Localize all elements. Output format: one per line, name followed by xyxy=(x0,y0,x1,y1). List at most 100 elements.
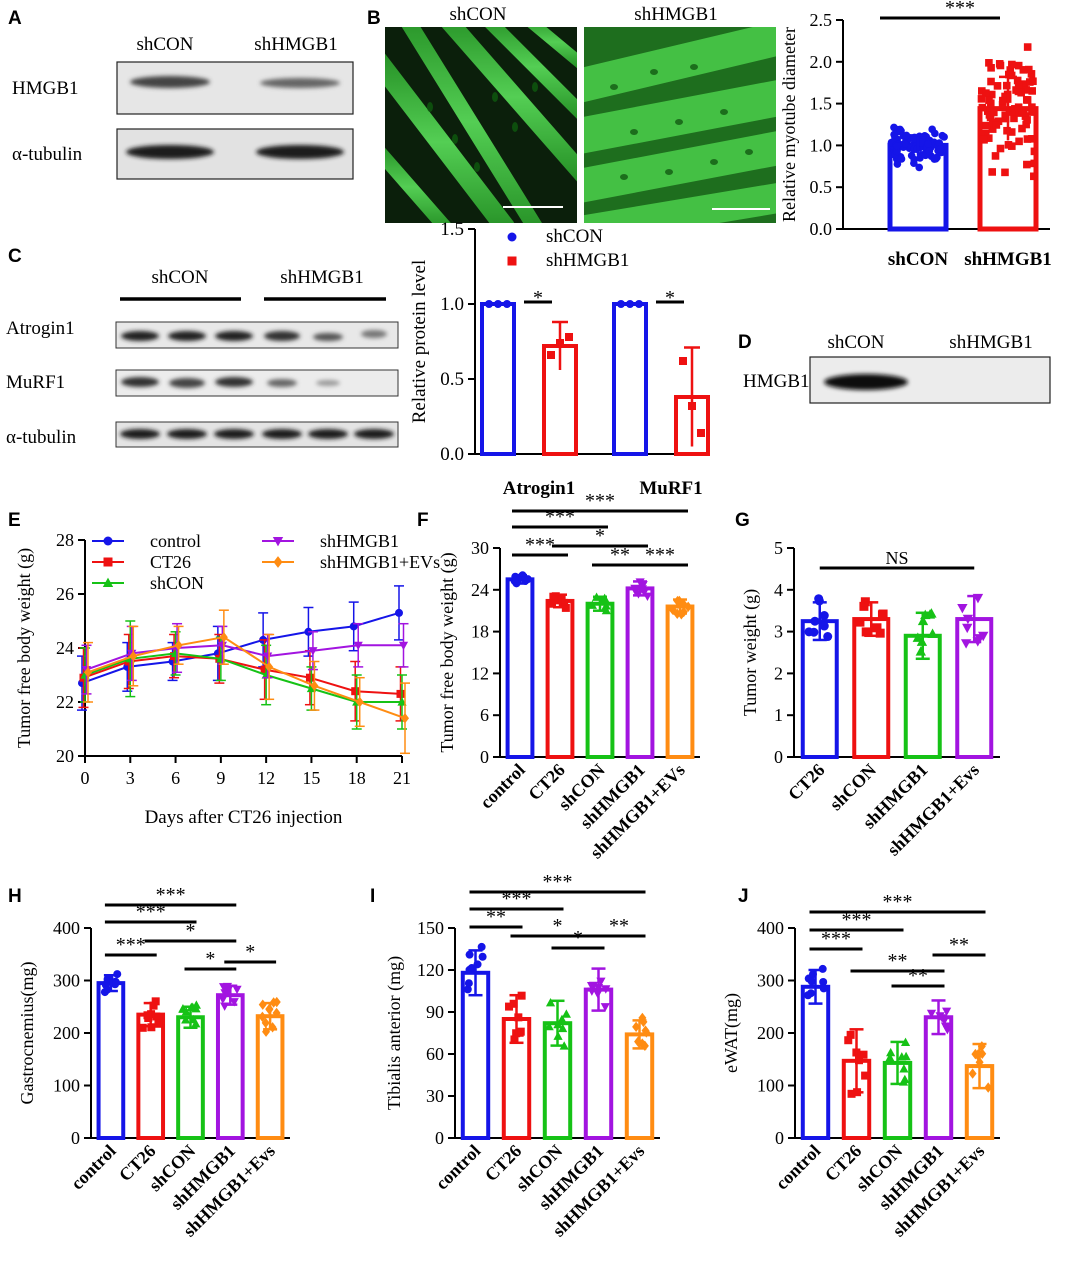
legend-label: shCON xyxy=(150,573,204,593)
data-point xyxy=(1023,160,1031,169)
panel-letter-f: F xyxy=(417,510,429,531)
data-point xyxy=(996,144,1005,153)
significance-label: *** xyxy=(821,928,851,950)
data-point xyxy=(978,87,986,95)
data-point xyxy=(809,627,819,637)
series-line xyxy=(83,655,401,695)
data-point xyxy=(962,614,974,625)
data-point xyxy=(560,598,569,607)
data-point xyxy=(503,300,511,308)
legend-marker xyxy=(103,557,113,567)
significance-label: * xyxy=(186,920,196,942)
y-tick-label: 30 xyxy=(471,538,489,558)
series-line xyxy=(84,652,402,703)
significance-label: * xyxy=(245,941,255,963)
data-point xyxy=(510,1035,519,1044)
legend-marker xyxy=(272,536,284,547)
data-point xyxy=(897,155,906,163)
legend-marker xyxy=(103,536,113,546)
data-point xyxy=(899,1064,909,1073)
data-point xyxy=(111,980,120,989)
chart-j-ewat: 0100200300400eWAT(mg)controlCT26shCONshH… xyxy=(721,891,1000,1241)
y-tick-label: 90 xyxy=(426,1002,444,1022)
data-point xyxy=(149,1001,158,1010)
significance-label: * xyxy=(665,287,675,309)
y-tick-label: 4 xyxy=(774,580,783,600)
y-tick-label: 1 xyxy=(774,705,783,725)
y-tick-label: 0 xyxy=(774,747,783,767)
data-point xyxy=(991,152,1000,160)
significance-label: *** xyxy=(545,506,575,528)
panel-letter-g: G xyxy=(735,510,750,531)
y-tick-label: 2 xyxy=(774,663,783,683)
data-point xyxy=(926,1009,937,1019)
data-point xyxy=(1023,43,1032,51)
data-point xyxy=(260,665,269,674)
data-point xyxy=(859,1050,868,1059)
data-point xyxy=(305,673,314,682)
data-point xyxy=(545,997,556,1007)
y-axis-label: Tibialis anterior (mg) xyxy=(384,956,405,1110)
y-tick-label: 12 xyxy=(471,663,489,683)
data-point xyxy=(308,647,318,656)
y-tick-label: 2.5 xyxy=(810,10,833,30)
data-point xyxy=(181,1015,191,1024)
blot-c-row-tubulin: α-tubulin xyxy=(6,427,77,448)
significance-label: ** xyxy=(610,544,630,566)
data-point xyxy=(984,134,993,142)
data-point xyxy=(219,632,228,643)
data-point xyxy=(900,1037,911,1047)
y-tick-label: 6 xyxy=(480,705,489,725)
data-point xyxy=(872,623,882,633)
y-tick-label: 24 xyxy=(56,638,74,658)
y-tick-label: 2.0 xyxy=(810,52,833,72)
data-point xyxy=(940,133,948,141)
y-tick-label: 150 xyxy=(417,918,444,938)
data-point xyxy=(509,999,518,1008)
bar xyxy=(96,981,126,1140)
bar xyxy=(612,302,648,456)
significance-label: *** xyxy=(842,909,872,931)
data-point xyxy=(1015,137,1023,146)
significance-label: * xyxy=(205,948,215,970)
myotube-image-shcon xyxy=(385,27,577,223)
bar xyxy=(255,1014,285,1141)
y-tick-label: 300 xyxy=(757,971,784,991)
series-line xyxy=(87,636,406,720)
data-point xyxy=(272,1007,281,1019)
data-point xyxy=(990,108,998,117)
y-axis-label: Relative myotube diameter xyxy=(779,27,799,222)
chart-e-body-weight-time-course: 20 22 24 26 28 Tumor free body weight (g) 0 3 6 9… xyxy=(14,530,440,828)
data-point xyxy=(229,998,239,1007)
data-point xyxy=(478,952,487,961)
y-tick-label: 200 xyxy=(757,1023,784,1043)
data-point xyxy=(986,113,995,122)
data-point xyxy=(927,628,938,638)
data-point xyxy=(600,1003,610,1012)
y-tick-label: 24 xyxy=(471,580,489,600)
data-point xyxy=(987,64,995,72)
panel-letter-j: J xyxy=(738,886,749,907)
data-point xyxy=(232,985,242,995)
data-point xyxy=(819,984,828,993)
bar xyxy=(505,577,535,759)
significance-label: *** xyxy=(525,534,555,556)
y-tick-label: 1.5 xyxy=(810,94,833,114)
blot-a-membrane-hmgb1 xyxy=(116,61,354,115)
data-point xyxy=(219,994,229,1003)
data-point xyxy=(1009,107,1017,116)
panel-letter-a: A xyxy=(8,8,22,29)
data-point xyxy=(514,1013,523,1022)
data-point xyxy=(942,1007,952,1017)
data-point xyxy=(396,689,405,698)
data-point xyxy=(910,159,918,167)
significance-label: * xyxy=(595,525,605,547)
series-line xyxy=(81,611,400,685)
data-point xyxy=(355,696,364,708)
data-point xyxy=(915,646,926,656)
data-point xyxy=(467,964,476,973)
y-tick-label: 26 xyxy=(56,584,74,604)
data-point xyxy=(512,575,521,584)
data-point xyxy=(846,1030,855,1039)
data-point xyxy=(1030,172,1038,181)
